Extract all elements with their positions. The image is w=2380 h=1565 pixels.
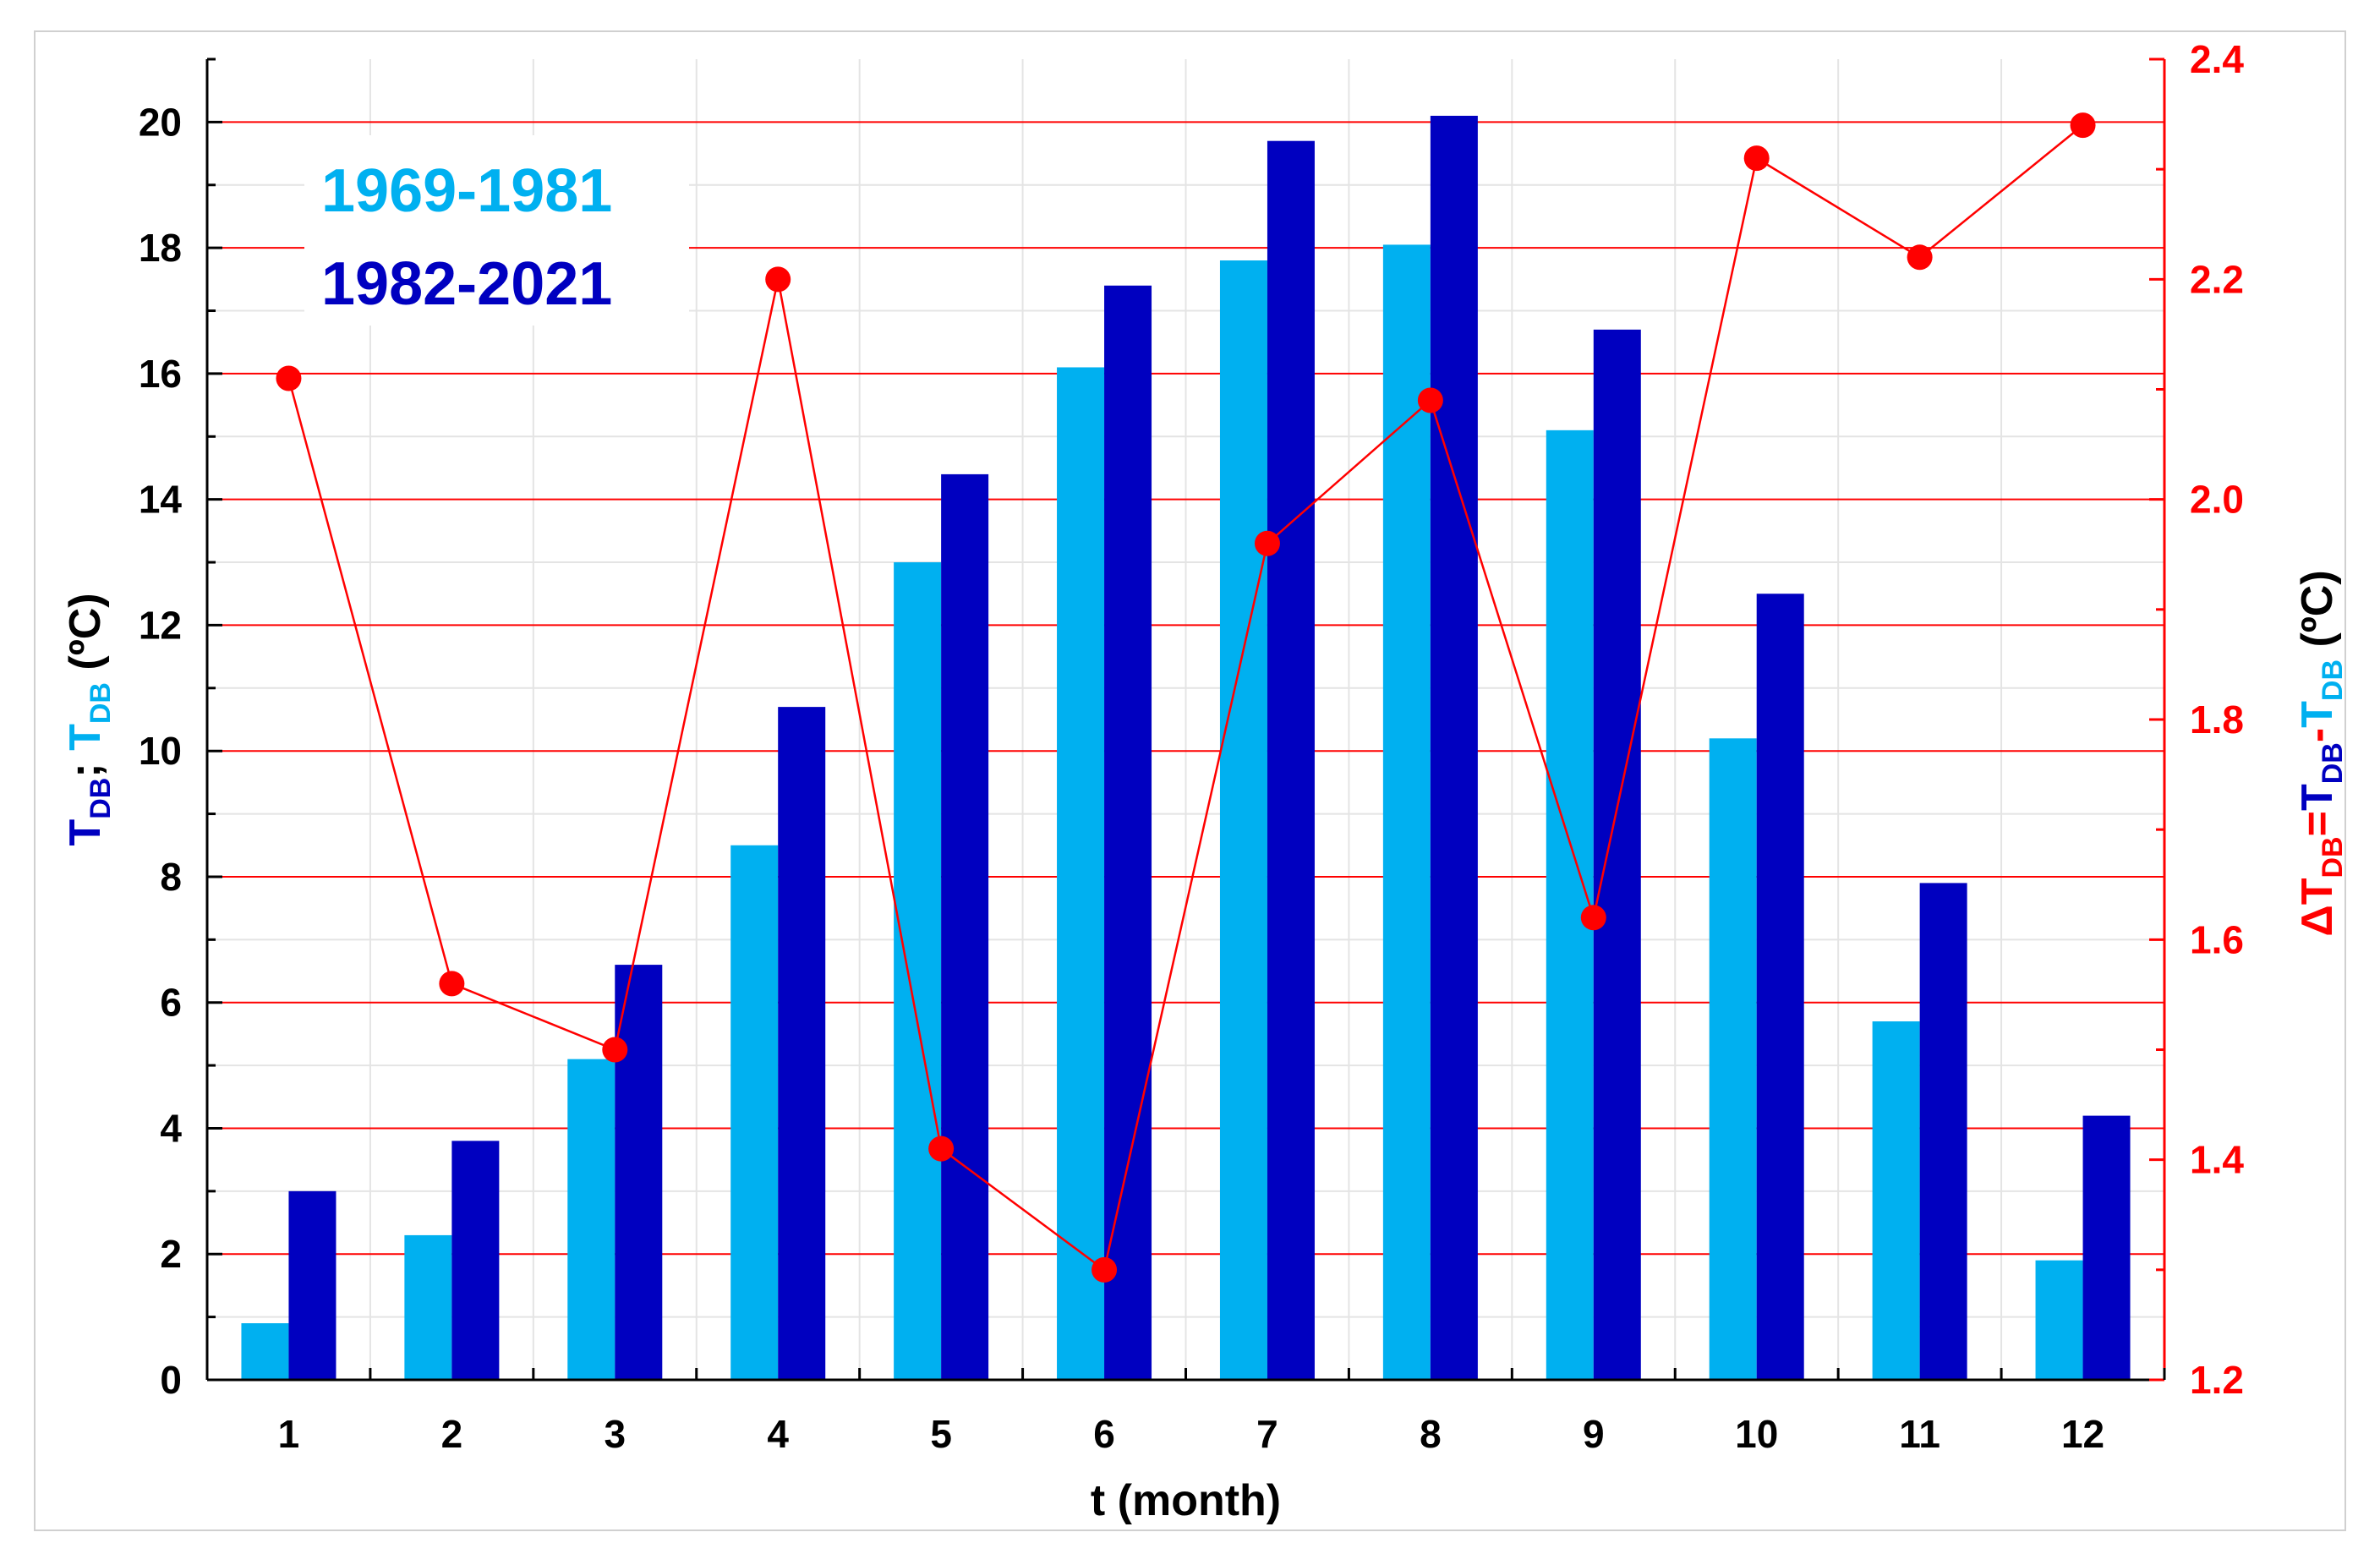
bar-1982-2021-month-1 <box>288 1190 336 1380</box>
left-tick-label: 8 <box>160 855 182 899</box>
left-tick-label: 2 <box>160 1232 182 1276</box>
right-tick-label: 2.2 <box>2190 257 2244 301</box>
bar-1969-1981-month-7 <box>1219 260 1267 1380</box>
difference-point-month-6 <box>1092 1256 1118 1283</box>
bar-1969-1981-month-4 <box>730 845 779 1380</box>
left-tick-label: 12 <box>139 603 182 647</box>
bar-1982-2021-month-7 <box>1267 140 1315 1381</box>
left-axis-title-part: DB <box>85 778 117 819</box>
right-tick-label: 1.4 <box>2190 1138 2244 1182</box>
x-tick-label: 11 <box>1899 1412 1940 1456</box>
difference-point-month-10 <box>1743 145 1770 172</box>
x-tick-label: 8 <box>1420 1412 1442 1456</box>
bars <box>241 115 2131 1381</box>
right-axis-title-part: DB <box>2317 659 2349 701</box>
right-tick-label: 2.4 <box>2190 37 2244 81</box>
x-tick-label: 9 <box>1583 1412 1605 1456</box>
x-tick-label: 5 <box>930 1412 952 1456</box>
x-tick-label: 3 <box>604 1412 626 1456</box>
left-tick-label: 10 <box>139 729 182 773</box>
left-tick-label: 14 <box>139 478 183 522</box>
right-tick-label: 1.6 <box>2190 917 2244 961</box>
difference-point-month-3 <box>602 1037 628 1063</box>
x-tick-label: 10 <box>1735 1412 1778 1456</box>
bar-1969-1981-month-3 <box>567 1059 616 1380</box>
difference-point-month-7 <box>1254 530 1280 556</box>
left-axis-title: TDB; TDB (ºC) <box>61 593 117 845</box>
difference-series-line <box>287 124 2084 1272</box>
bar-1969-1981-month-8 <box>1382 244 1431 1380</box>
bar-1969-1981-month-6 <box>1057 367 1105 1380</box>
right-tick-label: 1.8 <box>2190 698 2244 741</box>
bar-1982-2021-month-10 <box>1756 594 1804 1380</box>
bar-1969-1981-month-11 <box>1872 1021 1920 1380</box>
difference-point-month-4 <box>765 266 791 293</box>
right-axis-title-part: ΔT <box>2293 878 2342 936</box>
right-axis-title-part: - <box>2293 728 2342 742</box>
left-tick-label: 4 <box>160 1106 182 1150</box>
left-axis-title-part: T <box>61 819 110 846</box>
legend-entry-1982-2021: 1982-2021 <box>321 250 612 318</box>
x-tick-label: 6 <box>1093 1412 1115 1456</box>
bar-1969-1981-month-5 <box>894 562 942 1380</box>
bar-1982-2021-month-6 <box>1104 285 1152 1380</box>
bar-1982-2021-month-12 <box>2082 1115 2131 1380</box>
right-axis-title: ΔTDB=TDB-TDB (ºC) <box>2293 570 2349 936</box>
left-tick-label: 6 <box>160 981 182 1025</box>
bar-1969-1981-month-10 <box>1709 738 1757 1380</box>
right-axis-title-part: T <box>2293 701 2342 728</box>
bar-1982-2021-month-11 <box>1919 883 1967 1380</box>
x-tick-label: 1 <box>278 1412 300 1456</box>
bar-1982-2021-month-8 <box>1430 115 1478 1380</box>
bar-1982-2021-month-2 <box>451 1141 500 1380</box>
difference-point-month-11 <box>1907 244 1933 271</box>
legend-background <box>304 135 689 326</box>
bar-1982-2021-month-4 <box>778 707 826 1380</box>
x-tick-label: 4 <box>767 1412 789 1456</box>
right-tick-label: 2.0 <box>2190 478 2244 522</box>
bar-1969-1981-month-2 <box>404 1234 452 1380</box>
right-axis-title-part: (ºC) <box>2293 570 2342 659</box>
legend-entry-1969-1981: 1969-1981 <box>321 157 612 225</box>
left-axis-title-part: T <box>61 724 110 751</box>
bar-1982-2021-month-3 <box>615 965 663 1380</box>
difference-point-month-8 <box>1417 387 1443 413</box>
x-tick-label: 7 <box>1256 1412 1278 1456</box>
left-tick-label: 20 <box>139 100 182 144</box>
bar-1969-1981-month-1 <box>241 1323 289 1380</box>
bar-1982-2021-month-9 <box>1593 329 1641 1380</box>
legend: 1969-1981 1982-2021 <box>304 135 689 326</box>
right-tick-label: 1.2 <box>2190 1358 2244 1402</box>
difference-point-month-1 <box>276 365 302 391</box>
left-tick-label: 18 <box>139 226 182 270</box>
difference-point-month-12 <box>2070 112 2096 139</box>
left-tick-label: 0 <box>160 1358 182 1402</box>
bar-1982-2021-month-5 <box>941 473 989 1380</box>
x-axis-title: t (month) <box>1091 1476 1281 1525</box>
left-tick-label: 16 <box>139 352 182 396</box>
difference-point-month-5 <box>928 1135 955 1162</box>
right-axis-title-part: DB <box>2317 742 2349 784</box>
left-axis-title-part: (ºC) <box>61 593 110 682</box>
left-axis-title-part: ; <box>61 751 110 778</box>
difference-point-month-2 <box>439 971 465 997</box>
difference-point-month-9 <box>1580 905 1606 931</box>
x-tick-label: 12 <box>2061 1412 2104 1456</box>
right-axis-title-part: DB <box>2317 836 2349 878</box>
right-axis-title-part: T <box>2293 784 2342 811</box>
bar-1969-1981-month-12 <box>2035 1260 2083 1380</box>
left-axis-title-part: DB <box>85 682 117 724</box>
bar-1969-1981-month-9 <box>1546 430 1594 1380</box>
x-tick-label: 2 <box>441 1412 463 1456</box>
right-axis-title-part: = <box>2293 811 2342 836</box>
difference-line <box>276 112 2096 1283</box>
